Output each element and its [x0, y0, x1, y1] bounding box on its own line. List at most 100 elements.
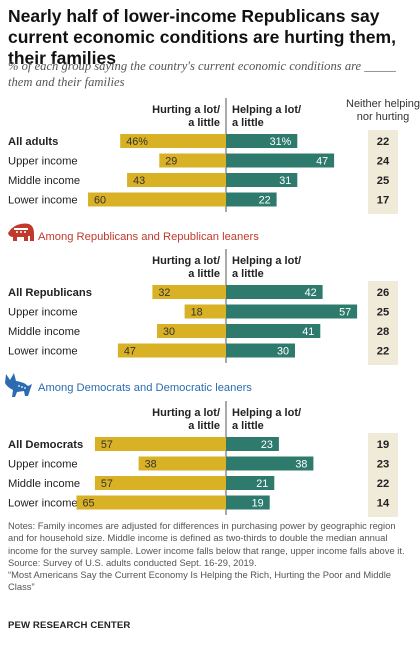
- hurting-value-label: 18: [191, 307, 203, 319]
- helping-value-label: 23: [261, 439, 273, 451]
- helping-bar: [226, 285, 323, 299]
- neither-value-label: 22: [377, 136, 389, 148]
- helping-value-label: 41: [302, 326, 314, 338]
- helping-value-label: 47: [316, 156, 328, 168]
- category-label: Upper income: [8, 307, 78, 319]
- header-helping: Helping a lot/: [232, 407, 301, 419]
- hurting-value-label: 57: [101, 439, 113, 451]
- helping-value-label: 57: [339, 307, 351, 319]
- hurting-bar: [152, 285, 226, 299]
- category-label: Upper income: [8, 156, 78, 168]
- hurting-value-label: 29: [165, 156, 177, 168]
- hurting-bar: [94, 437, 227, 451]
- panel-heading: Among Republicans and Republican leaners: [38, 231, 259, 243]
- neither-column-bg: [368, 433, 398, 517]
- helping-value-label: 30: [277, 346, 289, 358]
- helping-value-label: 31: [279, 175, 291, 187]
- hurting-value-label: 47: [124, 346, 136, 358]
- hurting-bar: [76, 495, 226, 510]
- helping-bar: [226, 437, 279, 451]
- category-label: Lower income: [8, 195, 78, 207]
- neither-value-label: 23: [377, 459, 389, 471]
- neither-value-label: 22: [377, 478, 389, 490]
- hurting-value-label: 65: [83, 498, 95, 510]
- helping-value-label: 21: [256, 478, 268, 490]
- helping-value-label: 38: [295, 459, 307, 471]
- neither-value-label: 19: [377, 439, 389, 451]
- neither-value-label: 14: [377, 498, 390, 510]
- helping-bar: [226, 456, 314, 471]
- category-label: Middle income: [8, 326, 80, 338]
- brand-logo-text: PEW RESEARCH CENTER: [8, 620, 131, 631]
- hurting-value-label: 57: [101, 478, 113, 490]
- helping-bar: [226, 173, 298, 187]
- hurting-bar: [159, 153, 226, 168]
- neither-value-label: 25: [377, 175, 389, 187]
- header-hurting: Hurting a lot/: [152, 255, 220, 267]
- hurting-bar: [94, 476, 227, 490]
- helping-value-label: 31%: [270, 136, 292, 148]
- hurting-bar: [184, 304, 226, 319]
- helping-bar: [226, 304, 358, 319]
- hurting-value-label: 43: [133, 175, 145, 187]
- header-neither: nor hurting: [357, 111, 410, 123]
- helping-bar: [226, 324, 321, 338]
- helping-value-label: 22: [259, 195, 271, 207]
- category-label: All Democrats: [8, 439, 83, 451]
- notes-block: Notes: Family incomes are adjusted for d…: [8, 520, 412, 594]
- header-helping: a little: [232, 268, 264, 280]
- header-hurting: Hurting a lot/: [152, 407, 220, 419]
- header-hurting: a little: [188, 420, 220, 432]
- hurting-value-label: 60: [94, 195, 106, 207]
- helping-value-label: 42: [305, 287, 317, 299]
- helping-bar: [226, 192, 277, 207]
- neither-value-label: 17: [377, 195, 389, 207]
- category-label: Middle income: [8, 478, 80, 490]
- hurting-value-label: 46%: [126, 136, 148, 148]
- hurting-bar: [157, 324, 226, 338]
- neither-column-bg: [368, 281, 398, 365]
- category-label: Middle income: [8, 175, 80, 187]
- hurting-bar: [127, 173, 226, 187]
- panel-heading: Among Democrats and Democratic leaners: [38, 382, 252, 394]
- category-label: All Republicans: [8, 287, 92, 299]
- header-helping: Helping a lot/: [232, 104, 301, 116]
- neither-value-label: 26: [377, 287, 389, 299]
- hurting-value-label: 38: [145, 459, 157, 471]
- neither-value-label: 22: [377, 346, 389, 358]
- hurting-bar: [138, 456, 226, 471]
- neither-value-label: 28: [377, 326, 389, 338]
- helping-bar: [226, 134, 298, 148]
- hurting-value-label: 32: [158, 287, 170, 299]
- neither-column-bg: [368, 130, 398, 214]
- header-hurting: a little: [188, 268, 220, 280]
- neither-value-label: 25: [377, 307, 389, 319]
- helping-bar: [226, 476, 275, 490]
- hurting-bar: [88, 192, 226, 207]
- hurting-bar: [117, 343, 226, 358]
- helping-value-label: 19: [252, 498, 264, 510]
- category-label: Lower income: [8, 498, 78, 510]
- notes-text: Notes: Family incomes are adjusted for d…: [8, 520, 405, 556]
- category-label: All adults: [8, 136, 58, 148]
- donkey-icon: [5, 373, 32, 397]
- helping-bar: [226, 153, 335, 168]
- header-hurting: Hurting a lot/: [152, 104, 220, 116]
- header-helping: a little: [232, 117, 264, 129]
- header-helping: Helping a lot/: [232, 255, 301, 267]
- header-hurting: a little: [188, 117, 220, 129]
- report-title-text: “Most Americans Say the Current Economy …: [8, 569, 391, 593]
- hurting-bar: [120, 134, 226, 148]
- header-neither: Neither helping: [346, 98, 420, 110]
- header-helping: a little: [232, 420, 264, 432]
- category-label: Lower income: [8, 346, 78, 358]
- hurting-value-label: 30: [163, 326, 175, 338]
- category-label: Upper income: [8, 459, 78, 471]
- chart-title: Nearly half of lower-income Republicans …: [8, 6, 396, 68]
- elephant-icon: [8, 223, 34, 241]
- helping-bar: [226, 343, 295, 358]
- helping-bar: [226, 495, 270, 510]
- source-text: Source: Survey of U.S. adults conducted …: [8, 556, 257, 568]
- neither-value-label: 24: [377, 156, 390, 168]
